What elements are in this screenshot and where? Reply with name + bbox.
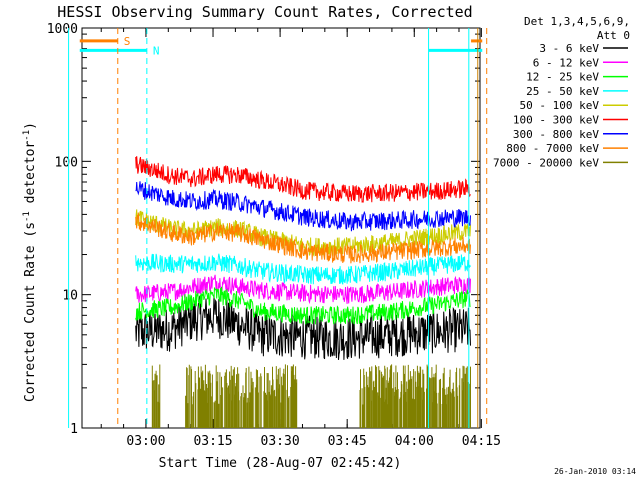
x-tick-label: 03:30 [261, 434, 300, 449]
y-tick-label: 1000 [47, 22, 78, 37]
series-line-12-25-kev [135, 286, 471, 325]
series-line-800-7000-kev [135, 212, 471, 264]
x-tick-label: 03:45 [328, 434, 367, 449]
x-tick-label: 04:00 [395, 434, 434, 449]
y-tick-label: 1 [70, 422, 78, 437]
legend-header-line-1: Det 1,3,4,5,6,9, [524, 15, 630, 28]
x-axis-label: Start Time (28-Aug-07 02:45:42) [159, 456, 402, 471]
y-tick-label: 100 [55, 155, 78, 170]
y-tick-label: 10 [62, 289, 78, 304]
legend-label-4: 50 - 100 keV [520, 99, 600, 112]
x-tick-label: 03:15 [193, 434, 232, 449]
series-line-300-800-kev [135, 181, 471, 232]
series-line-7000-20000-kev [151, 364, 471, 428]
series-line-6-12-kev [135, 274, 471, 305]
legend-header-line-2: Att 0 [597, 29, 630, 42]
footer-timestamp: 26-Jan-2010 03:14 [554, 467, 636, 476]
legend-label-8: 7000 - 20000 keV [493, 156, 599, 169]
flag-label-n: N [153, 44, 160, 57]
series-line-25-50-kev [135, 253, 471, 285]
legend-label-7: 800 - 7000 keV [506, 142, 599, 155]
series-line-3-6-kev [135, 294, 471, 360]
x-tick-label: 04:15 [462, 434, 501, 449]
x-tick-label: 03:00 [126, 434, 165, 449]
chart-title: HESSI Observing Summary Count Rates, Cor… [57, 3, 472, 21]
legend-label-2: 12 - 25 keV [526, 71, 599, 84]
legend-label-5: 100 - 300 keV [513, 114, 599, 127]
y-axis-label: Corrected Count Rate (s-1 detector-1) [22, 122, 38, 402]
flag-label-s: S [124, 35, 131, 48]
legend-label-1: 6 - 12 keV [533, 56, 600, 69]
series-line-100-300-kev [135, 156, 471, 203]
legend-label-6: 300 - 800 keV [513, 128, 599, 141]
legend-label-3: 25 - 50 keV [526, 85, 599, 98]
legend-label-0: 3 - 6 keV [539, 42, 599, 55]
